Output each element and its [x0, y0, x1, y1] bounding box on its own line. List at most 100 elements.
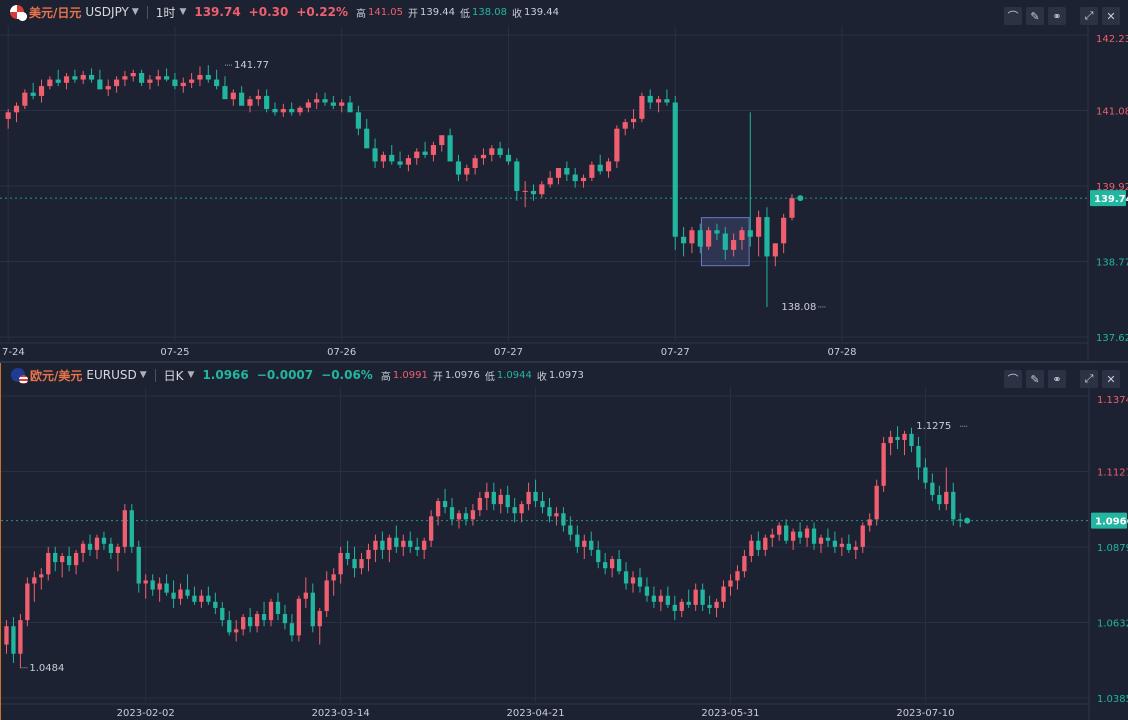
- candle-body: [405, 158, 412, 165]
- x-tick-label: 2023-03-14: [312, 708, 370, 719]
- candle-body: [770, 534, 775, 538]
- candle-body: [180, 82, 186, 87]
- candle-body: [533, 491, 538, 502]
- symbol-dropdown-chevron-icon[interactable]: ▼: [139, 370, 147, 380]
- candle-body: [639, 95, 645, 119]
- candle-body: [464, 167, 470, 175]
- candle-body: [596, 549, 601, 563]
- candle-body: [143, 580, 148, 584]
- candle-body: [818, 537, 824, 544]
- candle-body: [303, 592, 308, 599]
- candle-body: [597, 164, 603, 172]
- candle-body: [763, 537, 768, 550]
- candle-body: [414, 151, 420, 159]
- panel-divider[interactable]: [0, 361, 1128, 363]
- candle-body: [505, 154, 512, 162]
- candle-body: [622, 122, 628, 129]
- eurusd-candlestick-chart[interactable]: 1.0966 1.1374 1.1127 1.0879 1.0632 1.0385 2023…: [1, 363, 1128, 720]
- y-tick-label: 137.62: [1096, 333, 1128, 344]
- candle-body: [707, 604, 712, 608]
- symbol-code[interactable]: EURUSD: [86, 368, 137, 382]
- candle-body: [280, 109, 286, 113]
- candle-body: [721, 586, 726, 602]
- high-label: 高: [356, 8, 367, 20]
- candle-body: [881, 443, 886, 486]
- low-value: 138.08: [472, 6, 508, 18]
- candle-body: [498, 494, 503, 505]
- candle-body: [623, 571, 629, 584]
- timeframe-selector[interactable]: 1时: [155, 5, 176, 20]
- close-icon[interactable]: ✕: [1102, 370, 1120, 388]
- candle-body: [616, 559, 622, 572]
- candle-body: [764, 217, 770, 257]
- symbol-name-cn[interactable]: 美元/日元: [29, 5, 82, 20]
- symbol-name-cn[interactable]: 欧元/美元: [30, 368, 83, 383]
- last-price: 139.74: [194, 5, 241, 19]
- close-icon[interactable]: ✕: [1102, 7, 1120, 25]
- candle-body: [380, 154, 386, 162]
- usdjpy-header: 美元/日元 USDJPY ▼ 1时 ▼ 139.74 +0.30 +0.22% …: [10, 0, 564, 24]
- candle-body: [60, 556, 65, 563]
- expand-icon[interactable]: ⤢: [1080, 7, 1098, 25]
- x-tick-label: 07-27: [494, 347, 523, 358]
- candle-body: [455, 161, 462, 175]
- candle-body: [811, 528, 817, 544]
- draw-icon[interactable]: ✎: [1026, 370, 1044, 388]
- candle-body: [672, 604, 677, 611]
- candle-body: [352, 559, 357, 569]
- timeframe-selector[interactable]: 日K: [163, 368, 184, 383]
- symbol-code[interactable]: USDJPY: [85, 5, 129, 19]
- symbol-dropdown-chevron-icon[interactable]: ▼: [131, 7, 139, 17]
- candle-body: [435, 501, 441, 517]
- candle-body: [4, 626, 9, 645]
- candle-body: [797, 531, 803, 538]
- candle-body: [470, 510, 476, 520]
- candle-body: [519, 504, 524, 514]
- draw-icon[interactable]: ✎: [1026, 7, 1044, 25]
- candle-body: [477, 497, 483, 511]
- candle-body: [902, 433, 907, 440]
- eurusd-toolbar: ⌒ ✎ ⚭ ⤢ ✕: [1004, 370, 1120, 388]
- candle-body: [944, 491, 949, 505]
- candle-body: [105, 86, 111, 90]
- candle-body: [317, 610, 322, 627]
- candle-body: [247, 617, 253, 627]
- usdjpy-chart-panel[interactable]: 美元/日元 USDJPY ▼ 1时 ▼ 139.74 +0.30 +0.22% …: [0, 0, 1128, 361]
- high-value: 141.05: [368, 6, 404, 18]
- timeframe-dropdown-chevron-icon[interactable]: ▼: [187, 370, 195, 380]
- candle-body: [658, 595, 664, 602]
- candle-body: [714, 230, 720, 234]
- compare-icon[interactable]: ⚭: [1048, 7, 1066, 25]
- candle-body: [874, 485, 879, 520]
- candle-body: [38, 86, 45, 96]
- compare-icon[interactable]: ⚭: [1048, 370, 1066, 388]
- candle-body: [53, 552, 58, 563]
- y-tick-label: 138.77: [1096, 258, 1128, 269]
- usdjpy-candlestick-chart[interactable]: 139.74 142.23 141.08 139.92 138.77 137.62 7-24…: [0, 0, 1128, 361]
- candle-body: [394, 537, 399, 547]
- candle-body: [664, 99, 670, 103]
- price-change: +0.30: [248, 5, 289, 19]
- close-label: 收: [512, 8, 523, 20]
- candle-body: [555, 167, 562, 178]
- candle-body: [73, 552, 79, 566]
- candle-body: [359, 559, 364, 569]
- expand-icon[interactable]: ⤢: [1080, 370, 1098, 388]
- last-price-label: 1.0966: [1095, 517, 1128, 528]
- candle-body: [13, 105, 20, 113]
- candle-body: [87, 543, 93, 550]
- eurusd-chart-panel[interactable]: 欧元/美元 EURUSD ▼ 日K ▼ 1.0966 −0.0007 −0.06…: [0, 363, 1128, 720]
- candle-body: [199, 595, 204, 602]
- last-price-label-bg: [1091, 512, 1127, 529]
- candle-body: [214, 79, 220, 87]
- indicator-icon[interactable]: ⌒: [1004, 7, 1022, 25]
- indicator-icon[interactable]: ⌒: [1004, 370, 1022, 388]
- candle-body: [804, 528, 810, 538]
- candle-body: [338, 552, 343, 575]
- candle-body: [213, 601, 218, 608]
- candle-body: [157, 583, 162, 590]
- open-label: 开: [432, 371, 443, 383]
- candle-body: [647, 95, 653, 103]
- timeframe-dropdown-chevron-icon[interactable]: ▼: [179, 7, 187, 17]
- candle-body: [589, 164, 595, 178]
